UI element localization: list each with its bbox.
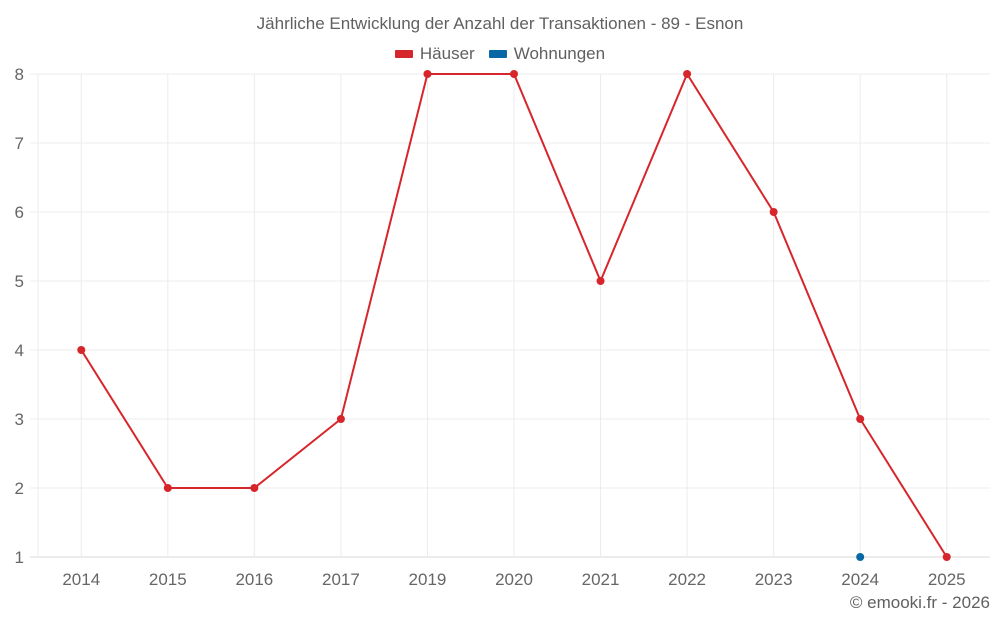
data-point[interactable] bbox=[423, 70, 432, 78]
legend-swatch-haeuser-icon bbox=[394, 50, 413, 58]
data-point[interactable] bbox=[596, 277, 605, 285]
data-point[interactable] bbox=[856, 415, 865, 423]
y-tick-label: 3 bbox=[15, 410, 24, 429]
x-tick-label: 2016 bbox=[235, 570, 273, 589]
y-tick-label: 2 bbox=[15, 479, 24, 498]
x-tick-label: 2024 bbox=[841, 570, 879, 589]
x-axis: 2014 2015 2016 2017 2019 2020 2021 2022 2023 2024… bbox=[62, 570, 965, 589]
y-tick-label: 5 bbox=[15, 272, 24, 291]
x-tick-label: 2014 bbox=[62, 570, 100, 589]
data-point[interactable] bbox=[336, 415, 345, 423]
x-tick-label: 2025 bbox=[928, 570, 966, 589]
data-point[interactable] bbox=[77, 346, 86, 354]
series-layer bbox=[77, 70, 951, 561]
data-point[interactable] bbox=[683, 70, 692, 78]
y-tick-label: 6 bbox=[15, 203, 24, 222]
data-point[interactable] bbox=[163, 484, 172, 492]
y-tick-label: 4 bbox=[15, 341, 24, 360]
legend-label-wohnungen: Wohnungen bbox=[513, 44, 606, 63]
data-point[interactable] bbox=[510, 70, 518, 78]
legend-item-haeuser[interactable]: Häuser bbox=[394, 44, 475, 64]
legend-swatch-wohnungen-icon bbox=[488, 50, 507, 58]
legend-label-haeuser: Häuser bbox=[419, 44, 475, 63]
grid-lines bbox=[30, 73, 990, 558]
credit-text: © emooki.fr - 2026 bbox=[849, 593, 990, 612]
x-tick-label: 2020 bbox=[495, 570, 533, 589]
data-point[interactable] bbox=[856, 553, 865, 561]
x-tick-label: 2017 bbox=[322, 570, 360, 589]
y-tick-label: 8 bbox=[15, 65, 24, 84]
data-point[interactable] bbox=[942, 553, 951, 561]
x-tick-label: 2015 bbox=[149, 570, 187, 589]
data-point[interactable] bbox=[769, 208, 778, 216]
legend-item-wohnungen[interactable]: Wohnungen bbox=[488, 44, 606, 64]
y-tick-label: 7 bbox=[15, 134, 24, 153]
chart-title: Jährliche Entwicklung der Anzahl der Tra… bbox=[256, 14, 744, 33]
y-axis: 1 2 3 4 5 6 7 8 bbox=[15, 65, 24, 567]
x-tick-label: 2022 bbox=[668, 570, 706, 589]
x-tick-label: 2021 bbox=[582, 570, 620, 589]
x-tick-label: 2023 bbox=[755, 570, 793, 589]
y-tick-label: 1 bbox=[15, 548, 24, 567]
x-tick-label: 2019 bbox=[409, 570, 447, 589]
legend: Häuser Wohnungen bbox=[0, 44, 1000, 64]
data-point[interactable] bbox=[250, 484, 259, 492]
